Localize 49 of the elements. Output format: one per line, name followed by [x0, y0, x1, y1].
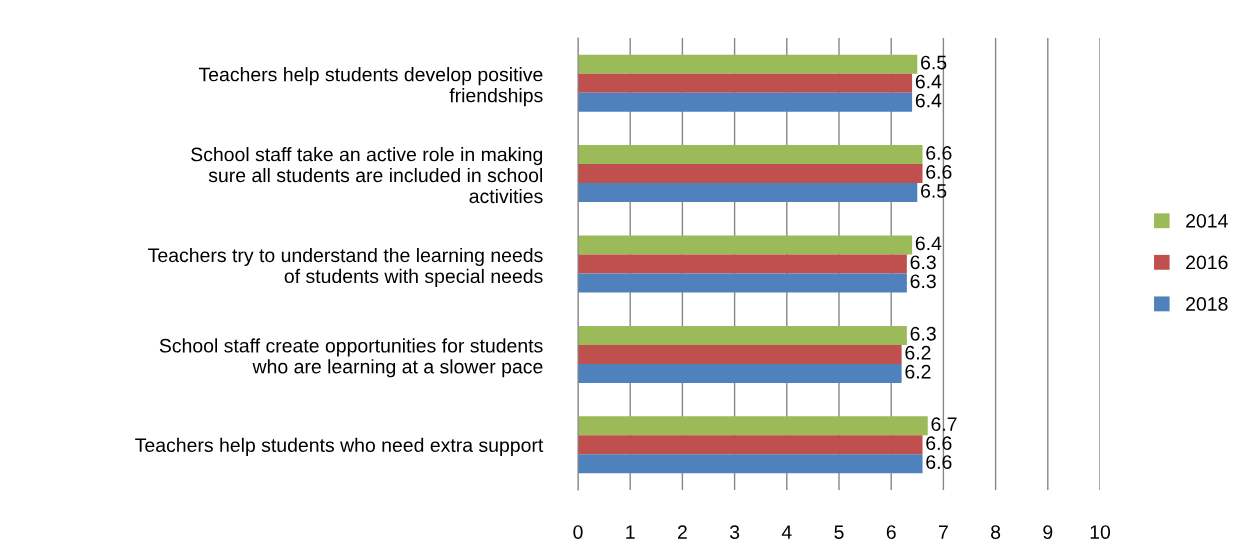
data-label: 6.4 [915, 236, 942, 251]
bar [578, 416, 928, 436]
bar [578, 344, 902, 364]
bar [578, 73, 913, 93]
y-tick-label: Teachers help students develop positive friendships [198, 67, 543, 107]
legend-label: 2014 [1186, 213, 1228, 228]
x-tick-label: 1 [626, 525, 635, 539]
bar [578, 325, 907, 345]
data-label: 6.4 [915, 74, 942, 89]
y-tick-label: School staff create opportunities for students who are learning at a slower pace [159, 338, 543, 378]
legend-label: 2016 [1186, 255, 1228, 270]
data-label: 6.2 [905, 345, 931, 360]
bar [578, 92, 913, 112]
x-tick-label: 10 [1090, 525, 1111, 539]
bar [578, 145, 923, 165]
y-tick-label: Teachers help students who need extra support [135, 437, 544, 456]
data-label: 6.3 [910, 255, 936, 270]
data-label: 6.6 [926, 165, 952, 179]
x-tick-label: 0 [573, 525, 583, 539]
bar [578, 273, 907, 293]
data-label: 6.3 [910, 326, 936, 341]
bar [578, 235, 913, 255]
data-label: 6.6 [926, 455, 952, 469]
data-label: 6.6 [926, 436, 952, 451]
data-label: 6.2 [905, 364, 931, 379]
bar [578, 363, 902, 383]
data-label: 6.6 [926, 146, 952, 160]
bar [578, 254, 907, 274]
x-tick-label: 8 [991, 525, 1001, 539]
x-tick-label: 7 [938, 525, 948, 539]
legend-label: 2018 [1186, 297, 1228, 311]
data-label: 6.4 [915, 93, 942, 108]
x-tick-label: 5 [834, 525, 844, 539]
bar [578, 183, 918, 203]
bar [578, 454, 923, 474]
data-label: 6.5 [921, 184, 947, 198]
data-label: 6.3 [910, 274, 936, 289]
x-tick-label: 4 [781, 525, 792, 539]
x-tick-label: 9 [1043, 525, 1053, 539]
x-tick-label: 6 [886, 525, 896, 539]
x-tick-label: 2 [677, 525, 687, 539]
x-tick-label: 3 [729, 525, 740, 539]
bar [578, 54, 918, 74]
bar [578, 435, 923, 455]
data-label: 6.7 [931, 417, 957, 432]
y-tick-label: Teachers try to understand the learning needs of students with special needs [148, 247, 543, 287]
data-label: 6.5 [921, 55, 947, 70]
y-tick-label: School staff take an active role in making sure all students are included in school activities [191, 147, 543, 204]
bar [578, 164, 923, 184]
